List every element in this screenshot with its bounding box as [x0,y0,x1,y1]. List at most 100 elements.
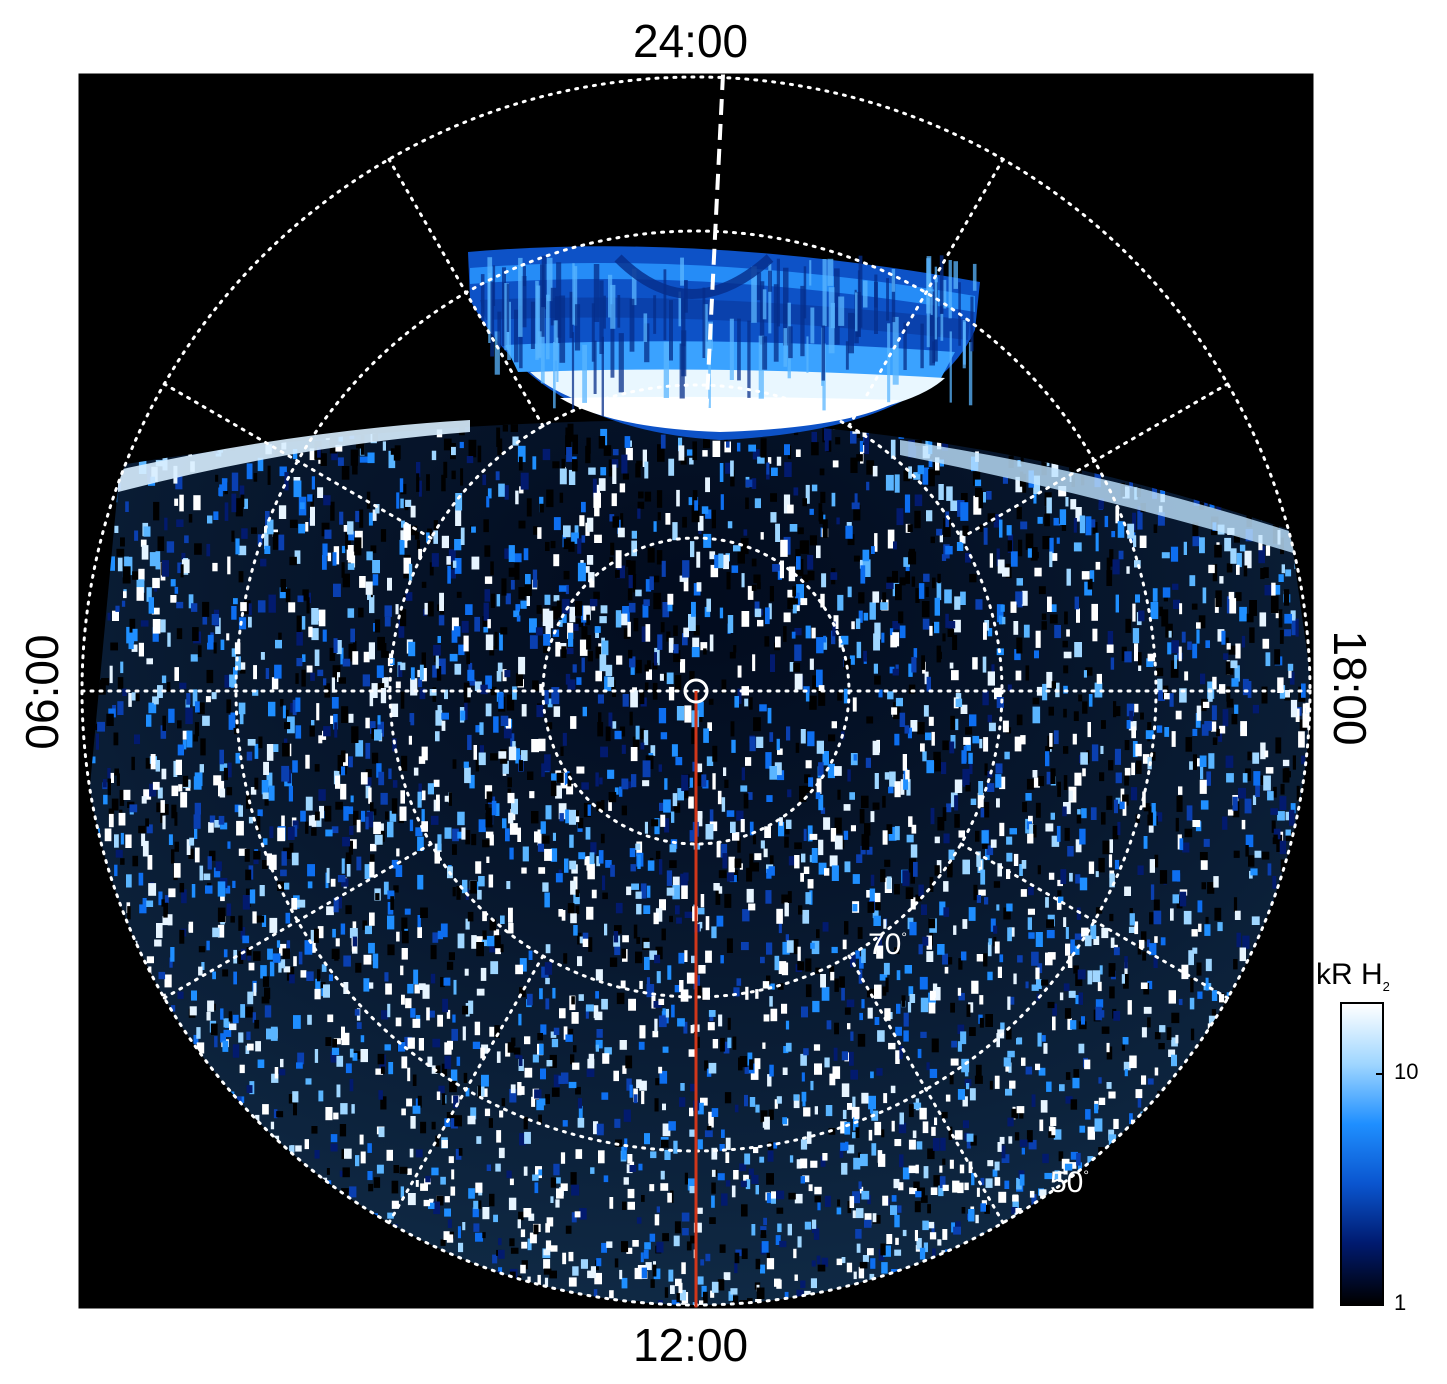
speckle-pixel [347,563,355,570]
speckle-pixel [727,615,734,633]
speckle-pixel [1063,917,1067,927]
speckle-pixel [467,911,474,922]
speckle-pixel [271,677,279,690]
speckle-pixel [711,1169,716,1177]
speckle-pixel [676,917,682,924]
speckle-pixel [200,738,206,756]
speckle-pixel [431,553,439,567]
speckle-pixel [1172,870,1181,882]
speckle-pixel [968,1209,975,1222]
speckle-pixel [323,984,330,998]
speckle-pixel [709,634,714,652]
speckle-pixel [1187,641,1192,650]
speckle-pixel [317,487,324,498]
speckle-pixel [162,715,166,731]
speckle-pixel [1235,643,1241,659]
speckle-pixel [831,865,839,881]
speckle-pixel [599,777,603,785]
speckle-pixel [368,787,372,804]
speckle-pixel [990,918,996,932]
speckle-pixel [333,583,341,597]
speckle-pixel [632,574,637,593]
speckle-pixel [524,1036,531,1045]
speckle-pixel [436,1195,444,1206]
speckle-pixel [330,715,334,724]
speckle-pixel [929,1232,937,1240]
speckle-pixel [1008,996,1015,1005]
speckle-pixel [683,872,689,882]
speckle-pixel [1252,752,1260,764]
speckle-pixel [834,978,839,992]
speckle-pixel [452,560,457,568]
speckle-pixel [545,944,551,954]
speckle-pixel [932,577,936,589]
speckle-pixel [612,449,619,456]
speckle-pixel [1035,932,1043,947]
speckle-pixel [428,601,434,617]
speckle-pixel [650,1279,655,1288]
speckle-pixel [127,556,133,576]
speckle-pixel [700,642,708,651]
speckle-pixel [1021,1057,1026,1066]
speckle-pixel [822,922,829,932]
speckle-pixel [422,984,430,999]
speckle-pixel [565,673,571,685]
speckle-pixel [488,1118,493,1128]
speckle-pixel [419,688,426,700]
speckle-pixel [890,439,896,459]
speckle-pixel [1046,1081,1052,1092]
speckle-pixel [1090,519,1096,528]
speckle-pixel [278,961,282,973]
speckle-pixel [812,1000,820,1013]
speckle-pixel [1074,772,1082,786]
speckle-pixel [1179,838,1184,851]
speckle-pixel [712,1039,719,1049]
speckle-pixel [1184,671,1189,681]
speckle-pixel [405,998,412,1009]
speckle-pixel [864,434,869,455]
speckle-pixel [711,926,717,939]
speckle-pixel [1211,1009,1217,1018]
speckle-pixel [941,1111,948,1119]
speckle-pixel [795,742,800,753]
speckle-pixel [628,560,636,575]
speckle-pixel [256,816,261,832]
speckle-pixel [688,614,696,631]
speckle-pixel [301,616,306,630]
speckle-pixel [1067,846,1074,857]
speckle-pixel [340,1309,343,1315]
speckle-pixel [1006,1028,1012,1040]
speckle-pixel [587,863,595,880]
speckle-pixel [1035,1063,1041,1071]
speckle-pixel [568,632,574,647]
speckle-pixel [1164,693,1170,700]
speckle-pixel [405,499,412,507]
speckle-pixel [382,441,386,451]
speckle-pixel [637,854,641,869]
speckle-pixel [782,941,790,955]
speckle-pixel [1143,803,1150,812]
speckle-pixel [510,1084,516,1094]
speckle-pixel [570,716,577,729]
speckle-pixel [197,645,202,658]
speckle-pixel [155,551,161,570]
speckle-pixel [254,777,259,790]
speckle-pixel [572,664,577,673]
speckle-pixel [794,644,802,661]
speckle-pixel [763,848,768,858]
speckle-pixel [252,911,257,924]
speckle-pixel [515,750,520,764]
speckle-pixel [387,915,395,930]
speckle-pixel [905,769,910,782]
speckle-pixel [384,972,389,982]
speckle-pixel [555,785,562,799]
speckle-pixel [726,571,731,590]
speckle-pixel [696,771,703,787]
speckle-pixel [1065,1096,1073,1104]
speckle-pixel [539,988,543,1000]
speckle-pixel [521,1241,528,1249]
speckle-pixel [1054,1170,1060,1180]
speckle-pixel [769,996,773,1007]
speckle-pixel [305,754,310,769]
speckle-pixel [1199,755,1207,767]
